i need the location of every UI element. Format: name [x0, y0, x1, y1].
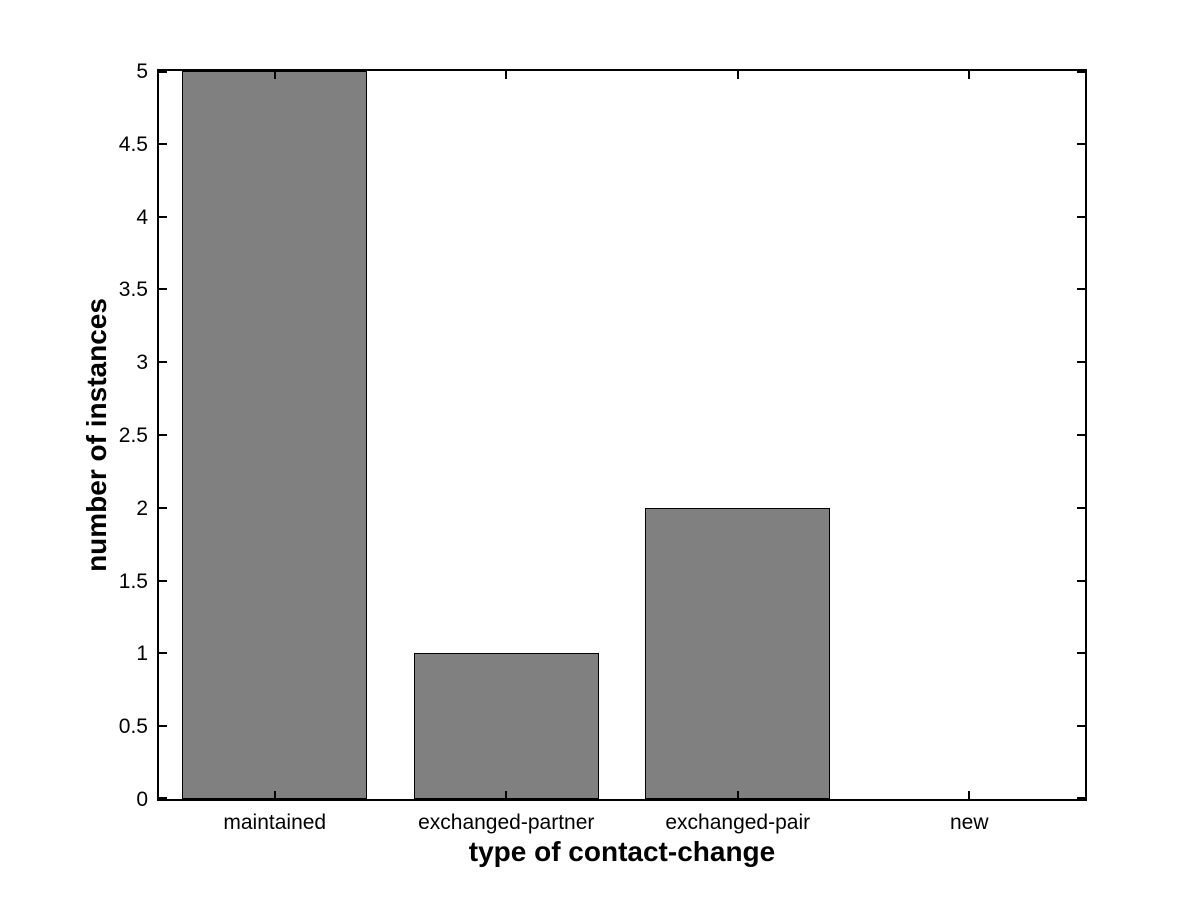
bar-exchanged-pair — [645, 507, 831, 799]
x-tick-mark — [736, 791, 739, 799]
x-tick-mark — [736, 71, 739, 79]
y-tick-mark — [159, 579, 167, 582]
y-tick-mark — [159, 434, 167, 436]
y-tick-mark — [159, 506, 167, 509]
y-tick-mark — [1077, 142, 1085, 145]
y-tick-label: 2 — [136, 496, 148, 520]
y-tick-mark — [159, 725, 167, 728]
y-tick-label: 1 — [136, 642, 148, 666]
bar-maintained — [182, 71, 368, 799]
y-tick-mark — [1077, 434, 1085, 436]
x-tick-mark — [968, 791, 971, 799]
x-tick-label-new: new — [949, 811, 989, 834]
plot-area — [157, 69, 1087, 801]
x-tick-mark — [968, 71, 971, 79]
y-tick-mark — [1077, 797, 1085, 799]
x-axis-label: type of contact-change — [468, 836, 776, 867]
y-tick-mark — [159, 142, 167, 145]
y-tick-label: 3.5 — [118, 278, 148, 302]
y-tick-label: 0.5 — [118, 715, 148, 739]
y-tick-mark — [1077, 71, 1085, 73]
y-tick-mark — [159, 797, 167, 799]
y-tick-mark — [159, 652, 167, 655]
y-tick-label: 2.5 — [118, 424, 148, 447]
y-tick-mark — [1077, 652, 1085, 655]
y-tick-mark — [159, 288, 167, 291]
x-tick-mark — [505, 791, 508, 799]
bar-exchanged-partner — [413, 653, 599, 799]
y-tick-mark — [1077, 361, 1085, 364]
x-tick-mark — [273, 791, 276, 799]
x-tick-label-maintained: maintained — [223, 811, 327, 834]
x-tick-mark — [505, 71, 508, 79]
y-tick-mark — [1077, 288, 1085, 291]
y-tick-mark — [1077, 215, 1085, 218]
y-tick-label: 4 — [136, 205, 148, 229]
y-tick-mark — [1077, 579, 1085, 582]
x-tick-mark — [273, 71, 276, 79]
y-tick-mark — [1077, 725, 1085, 728]
x-tick-label-exchanged-partner: exchanged-partner — [418, 811, 595, 834]
y-tick-mark — [159, 71, 167, 73]
x-tick-label-exchanged-pair: exchanged-pair — [665, 811, 811, 834]
y-tick-label: 5 — [136, 60, 148, 83]
y-tick-label: 4.5 — [118, 132, 148, 156]
y-tick-label: 0 — [136, 788, 148, 811]
y-tick-label: 1.5 — [118, 569, 148, 593]
y-tick-mark — [1077, 506, 1085, 509]
y-tick-label: 3 — [136, 351, 148, 375]
y-tick-mark — [159, 361, 167, 364]
y-tick-mark — [159, 215, 167, 218]
